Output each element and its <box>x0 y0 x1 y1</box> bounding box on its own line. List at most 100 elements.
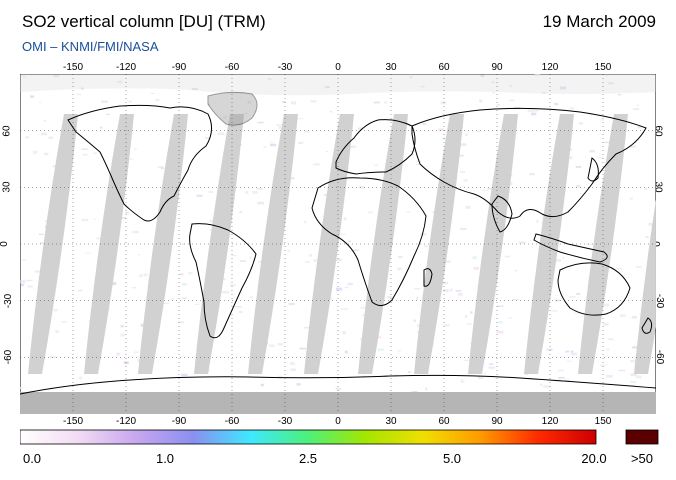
noise-pixel <box>282 101 286 103</box>
noise-pixel <box>342 331 347 334</box>
australia-outline <box>557 262 631 316</box>
noise-pixel <box>125 211 129 214</box>
noise-pixel <box>564 379 571 382</box>
noise-pixel <box>637 126 642 129</box>
noise-pixel <box>245 191 249 194</box>
noise-pixel <box>110 282 117 286</box>
noise-pixel <box>644 187 648 190</box>
noise-pixel <box>208 191 214 193</box>
noise-pixel <box>629 197 633 200</box>
noise-pixel <box>304 221 307 224</box>
noise-pixel <box>449 288 453 292</box>
data-credit: OMI – KNMI/FMI/NASA <box>22 39 159 54</box>
africa-outline <box>311 177 427 306</box>
noise-pixel <box>632 346 638 349</box>
europe-outline <box>335 119 416 175</box>
noise-pixel <box>313 163 320 166</box>
north-america-outline <box>67 104 212 222</box>
noise-pixel <box>473 267 479 270</box>
colorbar-label-3: 5.0 <box>442 451 462 466</box>
noise-pixel <box>444 260 451 264</box>
noise-pixel <box>162 302 169 305</box>
noise-pixel <box>34 270 41 273</box>
noise-pixel <box>287 249 291 252</box>
colorbar-overflow-swatch <box>625 429 659 445</box>
noise-pixel <box>204 137 211 139</box>
data-gap-swath <box>84 114 134 374</box>
noise-pixel <box>374 164 378 167</box>
noise-pixel <box>569 107 575 110</box>
noise-pixel <box>551 310 558 312</box>
noise-pixel <box>422 123 427 126</box>
noise-pixel <box>157 166 162 168</box>
data-gap-swaths <box>28 114 656 374</box>
noise-pixel <box>343 217 347 221</box>
noise-pixel <box>20 280 26 284</box>
madagascar-outline <box>423 268 433 287</box>
noise-pixel <box>78 289 83 292</box>
noise-pixel <box>631 315 637 319</box>
noise-pixel <box>604 141 610 144</box>
noise-pixel <box>169 298 175 300</box>
noise-pixel <box>546 348 553 351</box>
longitude-tick-bot-2: -90 <box>171 416 187 427</box>
noise-pixel <box>575 184 581 188</box>
longitude-tick-top-9: 120 <box>541 62 559 73</box>
noise-pixel <box>290 177 295 180</box>
noise-pixel <box>25 136 30 139</box>
longitude-tick-bot-1: -120 <box>115 416 137 427</box>
noise-pixel <box>299 347 306 350</box>
noise-pixel <box>43 120 46 122</box>
noise-pixel <box>509 85 512 87</box>
noise-pixel <box>21 259 27 261</box>
noise-pixel <box>367 211 373 214</box>
noise-pixel <box>463 179 468 182</box>
noise-pixel <box>93 218 96 220</box>
noise-pixel <box>304 130 310 133</box>
noise-pixel <box>49 356 57 359</box>
noise-pixel <box>256 188 263 190</box>
data-gap-swath <box>414 114 464 374</box>
greenland-outline <box>207 91 258 126</box>
colorbar-label-2: 2.5 <box>298 451 318 466</box>
noise-pixel <box>360 338 363 341</box>
colorbar-label-5: >50 <box>630 451 654 466</box>
noise-pixel <box>630 360 636 363</box>
noise-pixel <box>498 321 503 324</box>
noise-pixel <box>488 366 495 369</box>
noise-pixel <box>134 351 139 353</box>
noise-pixel <box>504 255 511 258</box>
noise-pixel <box>606 348 610 351</box>
noise-pixel <box>397 350 401 352</box>
noise-pixel <box>531 109 539 112</box>
noise-pixel <box>420 233 427 236</box>
noise-pixel <box>79 113 82 116</box>
noise-pixel <box>543 385 550 388</box>
map-date: 19 March 2009 <box>542 12 656 31</box>
noise-pixel <box>559 86 567 90</box>
noise-pixel <box>132 287 137 289</box>
noise-pixel <box>252 191 258 194</box>
noise-pixel <box>635 375 642 379</box>
noise-pixel <box>476 130 480 133</box>
noise-pixel <box>310 100 317 103</box>
noise-pixel <box>443 324 450 327</box>
noise-pixel <box>633 108 640 110</box>
noise-pixel <box>415 163 420 166</box>
latitude-tick-left-0: 60 <box>1 125 13 137</box>
noise-pixel <box>514 269 518 272</box>
noise-pixel <box>120 217 127 219</box>
noise-pixel <box>81 148 89 151</box>
noise-pixel <box>519 241 526 244</box>
longitude-tick-top-5: 0 <box>335 62 341 73</box>
noise-pixel <box>534 74 541 76</box>
noise-pixel <box>440 101 446 105</box>
latitude-tick-left-4: -60 <box>3 350 15 365</box>
noise-pixel <box>313 259 317 262</box>
india-outline <box>491 195 513 233</box>
noise-pixel <box>257 121 264 124</box>
latitude-tick-left-2: 0 <box>0 241 10 247</box>
noise-pixel <box>555 299 561 302</box>
noise-pixel <box>565 350 569 353</box>
noise-pixel <box>137 254 141 256</box>
